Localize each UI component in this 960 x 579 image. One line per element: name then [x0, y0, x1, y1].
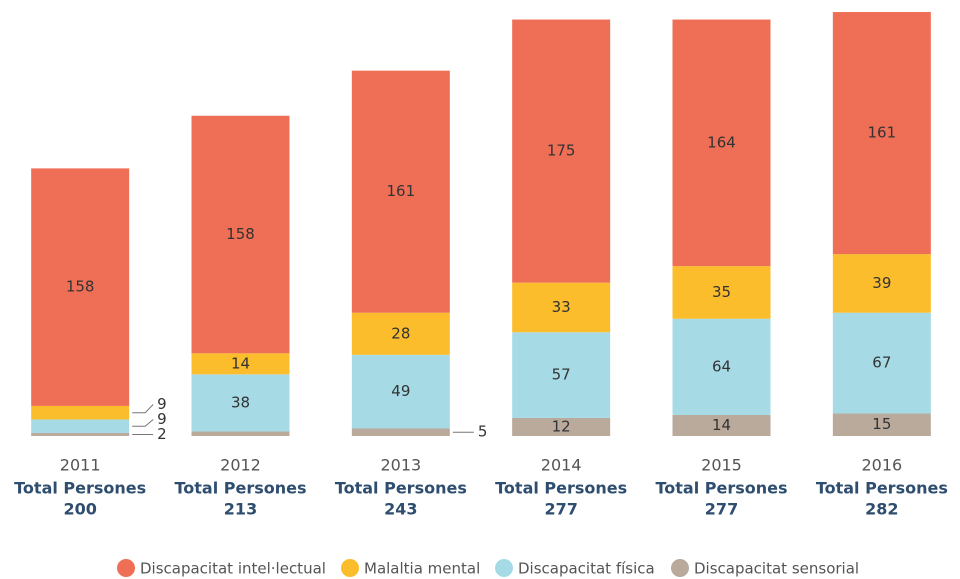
bar-segment	[672, 19, 771, 267]
leader-line	[132, 419, 154, 427]
bar-segment	[512, 417, 611, 436]
value-label: 57	[552, 366, 571, 384]
total-value: 277	[705, 500, 738, 519]
legend-label: Discapacitat física	[518, 560, 655, 578]
bar-segment	[351, 354, 450, 429]
bar-segment	[191, 431, 290, 436]
total-value: 243	[384, 500, 417, 519]
bar-segment	[31, 405, 130, 420]
legend-swatch	[671, 559, 689, 577]
bar-segment	[512, 332, 611, 418]
bar-segment	[832, 312, 931, 414]
bar-segment	[351, 312, 450, 355]
value-label: 67	[872, 354, 891, 372]
total-caption: Total Persones	[655, 479, 787, 498]
bar-segment	[672, 266, 771, 319]
total-value: 200	[63, 500, 96, 519]
x-tick-label: 2011	[60, 456, 101, 475]
bar-segment	[191, 115, 290, 354]
value-label: 39	[872, 274, 891, 292]
value-label: 9	[157, 410, 167, 428]
total-value: 282	[865, 500, 898, 519]
value-label: 12	[552, 417, 571, 435]
bar-segment	[351, 70, 450, 313]
value-label: 175	[547, 142, 576, 160]
bar-segment	[512, 282, 611, 333]
total-caption: Total Persones	[816, 479, 948, 498]
bar-segment	[832, 413, 931, 436]
value-label: 28	[391, 324, 410, 342]
x-tick-label: 2015	[701, 456, 742, 475]
value-label: 164	[707, 133, 736, 151]
value-label: 49	[391, 382, 410, 400]
bar-segment	[191, 374, 290, 432]
value-label: 15	[872, 415, 891, 433]
value-label: 14	[712, 416, 731, 434]
bar-segment	[832, 254, 931, 313]
value-label: 33	[552, 298, 571, 316]
bar-segment	[672, 414, 771, 436]
x-tick-label: 2016	[861, 456, 902, 475]
bar-segment	[351, 428, 450, 436]
total-value: 213	[224, 500, 257, 519]
leader-line	[132, 404, 154, 414]
total-caption: Total Persones	[495, 479, 627, 498]
value-label: 35	[712, 283, 731, 301]
total-caption: Total Persones	[174, 479, 306, 498]
total-value: 277	[544, 500, 577, 519]
bar-segment	[832, 12, 931, 255]
total-caption: Total Persones	[14, 479, 146, 498]
legend-swatch	[341, 559, 359, 577]
bar-segment	[31, 432, 130, 436]
x-tick-label: 2013	[380, 456, 421, 475]
legend-swatch	[117, 559, 135, 577]
bar-segment	[31, 168, 130, 406]
value-label: 2	[157, 425, 167, 443]
value-label: 161	[868, 124, 897, 142]
value-label: 158	[66, 278, 95, 296]
value-label: 38	[231, 393, 250, 411]
value-label: 9	[157, 395, 167, 413]
value-label: 64	[712, 357, 731, 375]
legend-swatch	[495, 559, 513, 577]
value-label: 158	[226, 225, 255, 243]
value-label: 14	[231, 354, 250, 372]
bar-segment	[672, 318, 771, 415]
legend-label: Discapacitat intel·lectual	[140, 560, 326, 578]
bar-segment	[191, 353, 290, 375]
legend-label: Malaltia mental	[364, 560, 480, 578]
value-label: 5	[478, 423, 488, 441]
x-tick-label: 2012	[220, 456, 261, 475]
bar-segment	[512, 19, 611, 283]
x-tick-label: 2014	[541, 456, 582, 475]
value-label: 161	[387, 182, 416, 200]
legend-label: Discapacitat sensorial	[694, 560, 859, 578]
total-caption: Total Persones	[335, 479, 467, 498]
bar-segment	[31, 419, 130, 433]
